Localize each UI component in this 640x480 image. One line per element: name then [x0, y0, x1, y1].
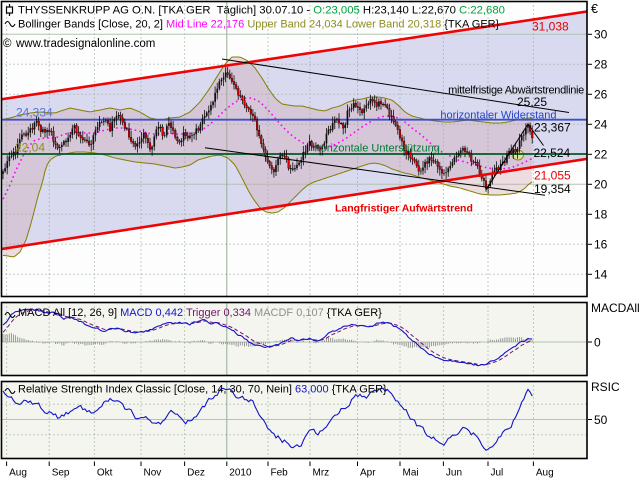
svg-text:24,334: 24,334	[16, 106, 53, 120]
svg-text:24: 24	[594, 118, 608, 132]
svg-text:18: 18	[594, 208, 608, 222]
svg-text:Langfristiger Aufwärtstrend: Langfristiger Aufwärtstrend	[335, 203, 473, 215]
svg-text:MACDAll: MACDAll	[591, 301, 640, 315]
svg-text:Dez: Dez	[187, 468, 205, 479]
svg-text:Jul: Jul	[491, 468, 504, 479]
svg-text:Apr: Apr	[360, 468, 376, 479]
svg-text:22: 22	[594, 148, 608, 162]
svg-text:horizontaler Widerstand: horizontaler Widerstand	[440, 110, 556, 122]
svg-text:©: ©	[3, 38, 12, 50]
svg-text:Feb: Feb	[271, 468, 289, 479]
svg-text:MACD All [12, 26, 9] MACD 0,44: MACD All [12, 26, 9] MACD 0,442 Trigger …	[18, 307, 382, 319]
svg-text:Aug: Aug	[9, 468, 27, 479]
svg-text:30: 30	[594, 28, 608, 42]
svg-text:20: 20	[594, 178, 608, 192]
svg-text:mittelfristige Abwärtstrendlin: mittelfristige Abwärtstrendlinie	[448, 85, 584, 97]
svg-text:Aug: Aug	[536, 468, 554, 479]
svg-text:22,524: 22,524	[534, 146, 571, 160]
svg-text:www.tradesignalonline.com: www.tradesignalonline.com	[15, 38, 155, 50]
svg-text:Mai: Mai	[403, 468, 419, 479]
svg-text:19,354: 19,354	[534, 182, 571, 196]
svg-text:16: 16	[594, 238, 608, 252]
svg-text:2010: 2010	[229, 468, 252, 479]
svg-text:28: 28	[594, 58, 608, 72]
svg-text:RSIC: RSIC	[591, 380, 620, 394]
svg-text:Relative Strength Index Classi: Relative Strength Index Classic [Close, …	[18, 384, 387, 396]
svg-text:21,055: 21,055	[534, 169, 571, 183]
svg-text:Sep: Sep	[52, 468, 70, 479]
svg-text:horizontale Unterstützung: horizontale Unterstützung	[315, 143, 440, 155]
svg-text:50: 50	[594, 413, 608, 427]
svg-text:Mrz: Mrz	[313, 468, 330, 479]
svg-text:26: 26	[594, 88, 608, 102]
svg-text:22,04: 22,04	[15, 141, 45, 155]
svg-text:Okt: Okt	[97, 468, 113, 479]
svg-text:31,038: 31,038	[532, 20, 569, 34]
svg-text:€: €	[591, 2, 598, 16]
svg-text:Bollinger Bands [Close, 20, 2]: Bollinger Bands [Close, 20, 2] Mid Line …	[18, 19, 500, 31]
svg-text:Jun: Jun	[446, 468, 462, 479]
svg-text:25,25: 25,25	[517, 95, 547, 109]
svg-text:0: 0	[594, 335, 601, 349]
svg-text:THYSSENKRUPP AG O.N. [TKA GER: THYSSENKRUPP AG O.N. [TKA GER Täglich] 3…	[18, 5, 505, 17]
svg-text:14: 14	[594, 268, 608, 282]
svg-text:23,367: 23,367	[534, 121, 571, 135]
svg-text:Nov: Nov	[144, 468, 162, 479]
